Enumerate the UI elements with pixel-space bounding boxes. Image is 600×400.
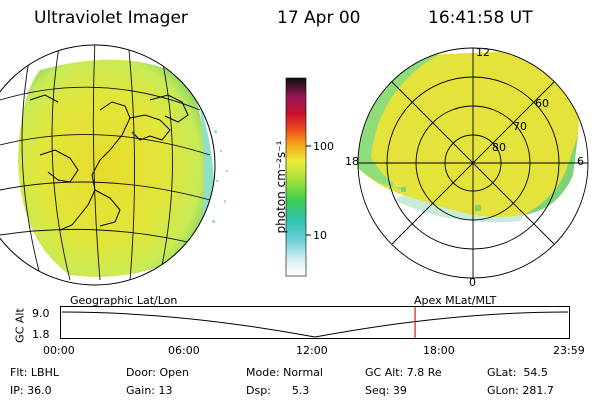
- timeline-left-label: Geographic Lat/Lon: [70, 294, 178, 307]
- mlat-label-70: 70: [513, 120, 527, 133]
- colorbar-unit-label: photon cm⁻²s⁻¹: [274, 140, 288, 234]
- instrument-title: Ultraviolet Imager: [34, 8, 188, 28]
- mlt-label-18: 18: [345, 155, 359, 168]
- mlat-label-60: 60: [535, 97, 549, 110]
- timeline-axis-title: GC Alt: [13, 308, 27, 343]
- info-flt: Flt: LBHL: [10, 366, 59, 379]
- date-label: 17 Apr 00: [277, 8, 361, 28]
- mlt-label-0: 0: [469, 276, 476, 289]
- timeline-xtick-1: 06:00: [168, 344, 200, 357]
- timeline-ytick-high: 9.0: [32, 307, 50, 320]
- mlat-label-80: 80: [492, 141, 506, 154]
- colorbar-tick-100: 100: [313, 140, 334, 153]
- timeline-xtick-4: 23:59: [553, 344, 585, 357]
- mlt-label-6: 6: [577, 155, 584, 168]
- color-scale-bar: [285, 77, 311, 277]
- info-gc-alt: GC Alt: 7.8 Re: [365, 366, 442, 379]
- mlt-label-12: 12: [476, 46, 490, 59]
- info-ip: IP: 36.0: [10, 384, 52, 397]
- time-label: 16:41:58 UT: [428, 8, 533, 28]
- timeline-xtick-3: 18:00: [423, 344, 455, 357]
- info-door: Door: Open: [126, 366, 189, 379]
- info-dsp: Dsp: 5.3: [246, 384, 310, 397]
- timeline-ytick-low: 1.8: [32, 328, 50, 341]
- timeline-xtick-0: 00:00: [43, 344, 75, 357]
- info-glat: GLat: 54.5: [487, 366, 548, 379]
- info-glon: GLon: 281.7: [487, 384, 554, 397]
- geographic-image: [0, 44, 228, 286]
- colorbar-tick-10: 10: [313, 229, 327, 242]
- orbit-altitude-timeline: [60, 306, 570, 339]
- info-mode: Mode: Normal: [246, 366, 323, 379]
- timeline-xtick-2: 12:00: [296, 344, 328, 357]
- info-seq: Seq: 39: [365, 384, 407, 397]
- polar-mlt-plot: [357, 47, 589, 279]
- info-gain: Gain: 13: [126, 384, 173, 397]
- timeline-right-label: Apex MLat/MLT: [414, 294, 497, 307]
